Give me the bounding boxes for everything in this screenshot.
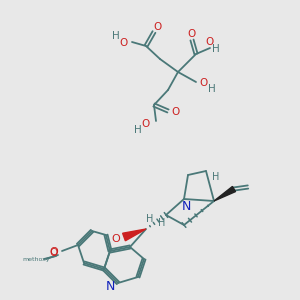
Text: O: O [112, 234, 120, 244]
Text: O: O [49, 248, 57, 258]
Text: O: O [154, 22, 162, 32]
Text: H: H [134, 125, 142, 135]
Text: O: O [200, 78, 208, 88]
Text: N: N [105, 280, 115, 293]
Text: H: H [212, 172, 220, 182]
Text: H: H [212, 44, 220, 54]
Text: O: O [187, 29, 195, 39]
Text: H: H [112, 31, 120, 41]
Text: O: O [142, 119, 150, 129]
Text: O: O [172, 107, 180, 117]
Text: O: O [120, 38, 128, 48]
Text: methoxy: methoxy [22, 257, 50, 262]
Text: O: O [50, 247, 58, 257]
Polygon shape [214, 186, 236, 201]
Polygon shape [123, 229, 146, 241]
Text: H: H [158, 218, 166, 228]
Text: H: H [208, 84, 216, 94]
Text: H: H [146, 214, 154, 224]
Text: N: N [181, 200, 191, 212]
Text: O: O [205, 37, 213, 47]
